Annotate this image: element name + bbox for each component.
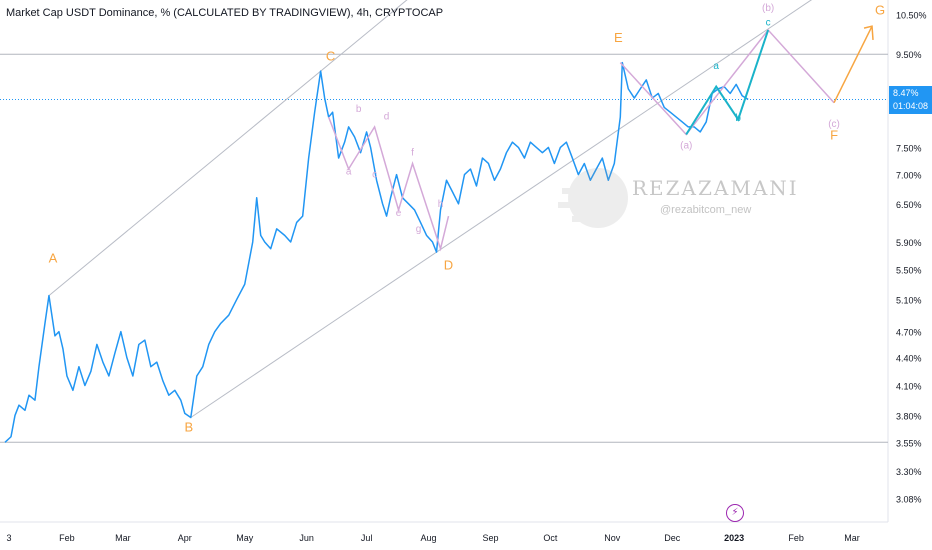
y-tick-label: 4.40% (896, 354, 922, 364)
y-tick-label: 6.50% (896, 200, 922, 210)
lightning-icon[interactable]: ⚡ (726, 504, 744, 522)
projection-arrow (833, 25, 873, 104)
y-tick-label: 7.50% (896, 143, 922, 153)
y-tick-label: 5.10% (896, 295, 922, 305)
x-tick-label: 3 (6, 533, 11, 543)
wave-label: a (346, 167, 352, 178)
y-tick-label: 4.10% (896, 381, 922, 391)
y-tick-label: 3.55% (896, 438, 922, 448)
wave-label: E (614, 30, 623, 45)
chart-title: Market Cap USDT Dominance, % (CALCULATED… (6, 7, 444, 19)
current-price-badge: 8.47% 01:04:08 (889, 86, 932, 114)
pink-wave-path-1 (619, 28, 835, 136)
wave-label: G (875, 3, 885, 18)
wave-label: a (713, 61, 719, 72)
watermark-logo (558, 158, 638, 253)
x-tick-label: 2023 (724, 533, 744, 543)
wave-label: C (326, 48, 335, 63)
bar-countdown: 01:04:08 (893, 101, 929, 111)
x-tick-label: May (236, 533, 254, 543)
wave-label: D (444, 258, 453, 273)
channel-lower-line (190, 0, 813, 418)
y-tick-label: 3.30% (896, 467, 922, 477)
wave-label: b (356, 104, 362, 115)
wave-label: (b) (762, 3, 774, 14)
x-tick-label: Jul (361, 533, 373, 543)
wave-label: f (411, 147, 414, 158)
wave-label: c (372, 169, 377, 180)
x-tick-label: Feb (59, 533, 75, 543)
y-tick-label: 3.08% (896, 494, 922, 504)
teal-wave-path (685, 29, 770, 135)
x-tick-label: Feb (788, 533, 804, 543)
x-tick-label: Sep (482, 533, 498, 543)
x-tick-label: Nov (604, 533, 621, 543)
channel-anchor (49, 71, 321, 295)
wave-label: (a) (680, 140, 692, 151)
x-tick-label: Jun (299, 533, 314, 543)
wave-label: A (49, 251, 58, 266)
x-tick-label: Apr (178, 533, 192, 543)
wave-label: e (396, 208, 402, 219)
y-tick-label: 5.90% (896, 238, 922, 248)
channel-upper-line (48, 0, 408, 296)
x-tick-label: Oct (543, 533, 558, 543)
y-tick-label: 3.80% (896, 411, 922, 421)
y-tick-label: 7.00% (896, 171, 922, 181)
wave-label: h (438, 199, 444, 210)
x-tick-label: Mar (115, 533, 131, 543)
y-tick-label: 4.70% (896, 328, 922, 338)
x-tick-label: Mar (844, 533, 860, 543)
watermark-handle: @rezabitcom_new (660, 204, 752, 216)
wave-label: g (416, 224, 422, 235)
wave-label: c (766, 17, 771, 28)
x-tick-label: Dec (664, 533, 681, 543)
price-series-line (4, 61, 749, 443)
wave-label: B (184, 419, 193, 434)
y-tick-label: 9.50% (896, 50, 922, 60)
pink-wave-path-0 (327, 116, 450, 252)
current-price-value: 8.47% (893, 88, 919, 98)
wave-label: b (735, 113, 741, 124)
wave-label: F (830, 128, 838, 143)
wave-label: d (384, 111, 390, 122)
x-tick-label: Aug (421, 533, 437, 543)
wave-label: (c) (828, 119, 840, 130)
y-tick-label: 5.50% (896, 266, 922, 276)
projection-arrowhead (863, 25, 874, 40)
y-tick-label: 10.50% (896, 11, 927, 21)
watermark-name: REZAZAMANI (632, 176, 799, 200)
